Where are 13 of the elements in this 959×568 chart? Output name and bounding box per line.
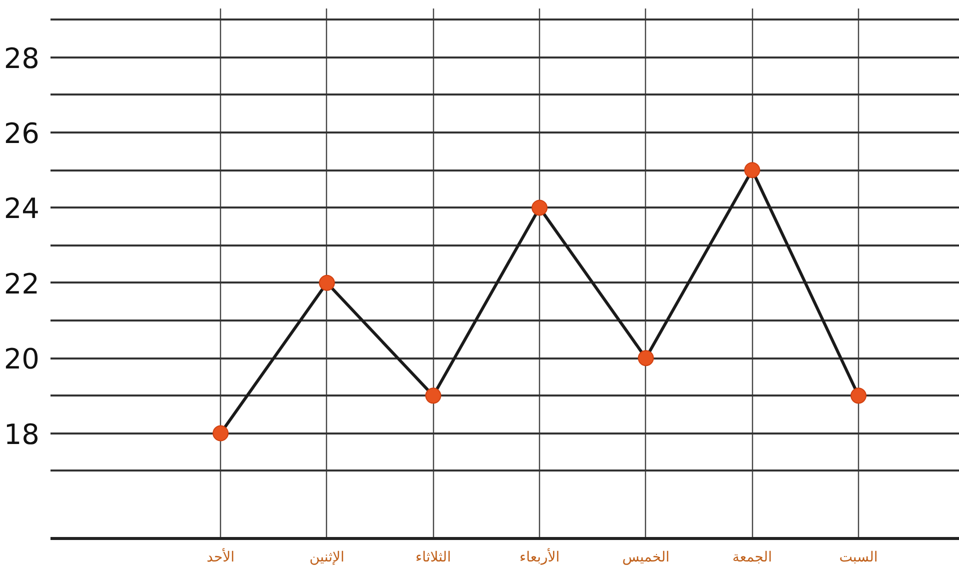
y-tick-label: 26	[4, 117, 40, 150]
x-tick-label: الأربعاء	[519, 548, 560, 566]
x-tick-label: الإثنين	[309, 550, 344, 566]
y-tick-label: 20	[4, 342, 40, 376]
x-tick-label: الأحد	[206, 548, 235, 566]
y-tick-label: 22	[4, 267, 40, 300]
y-tick-label: 18	[4, 418, 40, 451]
x-tick-label: الخميس	[622, 550, 670, 566]
x-tick-label: السبت	[839, 550, 878, 566]
y-tick-label: 24	[4, 192, 40, 226]
y-tick-label: 28	[4, 42, 40, 75]
x-tick-label: الثلاثاء	[416, 550, 451, 566]
x-tick-label: الجمعة	[732, 550, 772, 566]
